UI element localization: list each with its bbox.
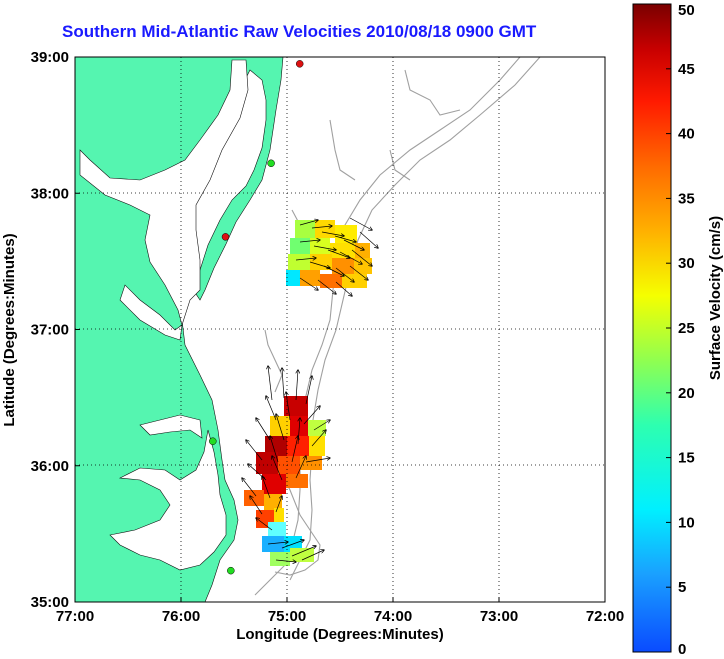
chesapeake-bay — [79, 59, 249, 341]
colorbar-tick-label: 0 — [678, 641, 686, 658]
colorbar-tick-label: 10 — [678, 514, 695, 531]
y-tick-label: 37:00 — [31, 322, 69, 339]
x-tick-label: 75:00 — [268, 608, 306, 625]
y-axis-label: Latitude (Degrees:Minutes) — [1, 233, 18, 426]
colorbar-tick-label: 30 — [678, 255, 695, 272]
colorbar-tick-label: 35 — [678, 190, 695, 207]
y-tick-label: 35:00 — [31, 594, 69, 611]
colorbar-tick-label: 15 — [678, 450, 695, 467]
albemarle-sound — [139, 414, 203, 439]
x-tick-label: 72:00 — [586, 608, 624, 625]
velocity-patch-south — [244, 396, 326, 566]
colorbar-label: Surface Velocity (cm/s) — [707, 216, 724, 380]
x-axis-label: Longitude (Degrees:Minutes) — [236, 626, 444, 643]
colorbar-tick-label: 45 — [678, 61, 695, 78]
radar-station-marker — [227, 566, 235, 575]
radar-station-marker — [209, 437, 217, 445]
x-tick-labels: 77:00 76:00 75:00 74:00 73:00 72:00 — [56, 597, 624, 625]
y-tick-label: 38:00 — [31, 185, 69, 202]
x-tick-label: 77:00 — [56, 608, 94, 625]
radar-station-marker — [267, 159, 275, 168]
colorbar-tick-label: 20 — [678, 385, 695, 402]
x-tick-label: 74:00 — [374, 608, 412, 625]
bathymetry-contours — [254, 57, 541, 596]
x-tick-label: 73:00 — [480, 608, 518, 625]
pamlico-sound — [109, 429, 227, 571]
colorbar-tick-label: 5 — [678, 579, 686, 596]
velocity-vectors — [242, 217, 378, 562]
colorbar — [632, 3, 672, 653]
x-tick-label: 76:00 — [162, 608, 200, 625]
colorbar-ticks: 0 5 10 15 20 25 30 35 40 45 50 — [666, 2, 695, 658]
plot-title: Southern Mid-Atlantic Raw Velocities 201… — [62, 22, 537, 41]
y-tick-label: 36:00 — [31, 458, 69, 475]
colorbar-tick-label: 40 — [678, 126, 695, 143]
colorbar-tick-label: 25 — [678, 320, 695, 337]
grid-lines — [75, 57, 605, 602]
radar-station-marker — [221, 233, 230, 241]
radar-stations — [209, 60, 304, 575]
y-tick-label: 39:00 — [31, 49, 69, 66]
radar-station-marker — [295, 60, 304, 68]
colorbar-tick-label: 50 — [678, 2, 695, 19]
y-tick-labels: 39:00 38:00 37:00 36:00 35:00 — [31, 49, 80, 611]
